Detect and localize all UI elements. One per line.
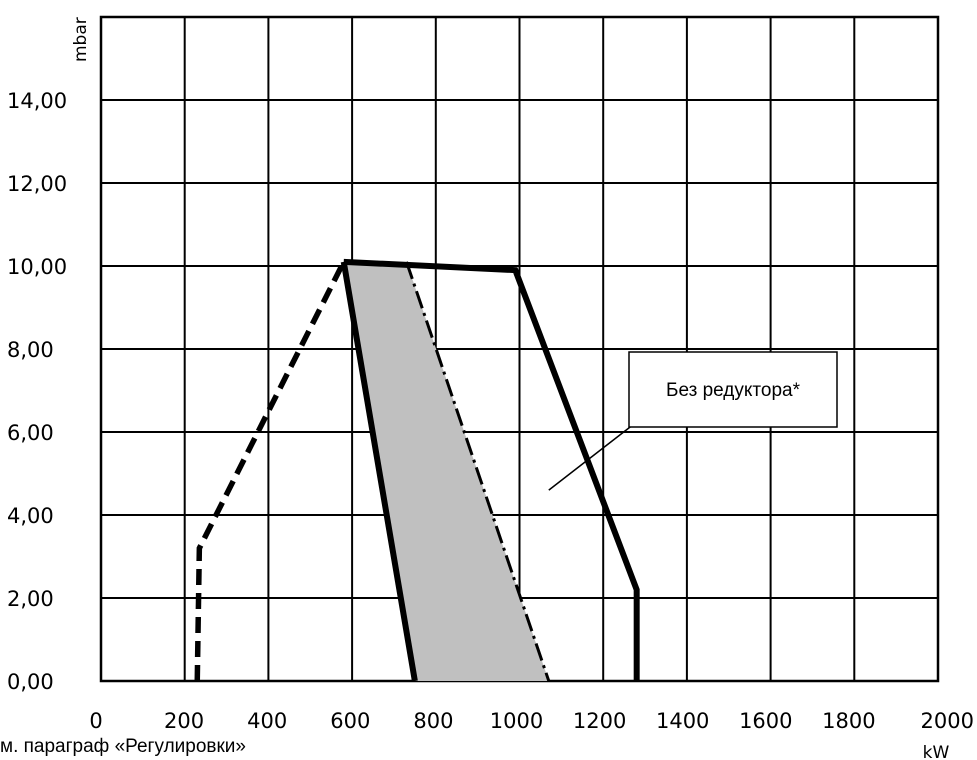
annotation-text: Без редуктора* xyxy=(666,380,801,401)
x-tick-label: 400 xyxy=(247,709,287,733)
annotation: Без редуктора* xyxy=(548,351,838,491)
y-unit-label: mbar xyxy=(71,17,91,62)
series-layer xyxy=(194,258,640,682)
x-tick-label: 2000 xyxy=(921,709,974,733)
x-tick-label: 600 xyxy=(330,709,370,733)
annotation-box xyxy=(628,351,838,428)
x-tick-label: 1600 xyxy=(739,709,792,733)
x-tick-label: 1000 xyxy=(490,709,543,733)
shaded-region xyxy=(343,261,549,681)
x-unit-label: kW xyxy=(923,743,950,760)
tick-labels: 0,00 2,00 4,00 6,00 8,00 10,00 12,00 14,00 0 200 4… xyxy=(7,89,974,733)
x-tick-label: 1200 xyxy=(573,709,626,733)
series-line-solid-0 xyxy=(340,261,418,682)
series-line-dashed-2 xyxy=(194,260,347,682)
footnote: м. параграф «Регулировки» xyxy=(0,736,246,757)
x-tick-label: 200 xyxy=(164,709,204,733)
y-tick-label: 10,00 xyxy=(7,255,67,279)
x-tick-label: 1800 xyxy=(822,709,875,733)
x-tick-label: 1400 xyxy=(656,709,709,733)
x-tick-label: 800 xyxy=(413,709,453,733)
y-tick-label: 0,00 xyxy=(7,670,54,694)
series-line-dashdot-3 xyxy=(405,261,551,682)
y-tick-label: 8,00 xyxy=(7,338,54,362)
y-tick-label: 2,00 xyxy=(7,587,54,611)
grid xyxy=(99,15,940,683)
annotation-leader-line xyxy=(548,423,635,491)
y-tick-label: 12,00 xyxy=(7,172,67,196)
y-tick-label: 6,00 xyxy=(7,421,54,445)
y-tick-label: 14,00 xyxy=(7,89,67,113)
series-line-solid-1 xyxy=(343,258,640,681)
shaded-region-layer xyxy=(343,261,549,681)
y-tick-label: 4,00 xyxy=(7,504,54,528)
x-tick-label: 0 xyxy=(89,709,102,733)
